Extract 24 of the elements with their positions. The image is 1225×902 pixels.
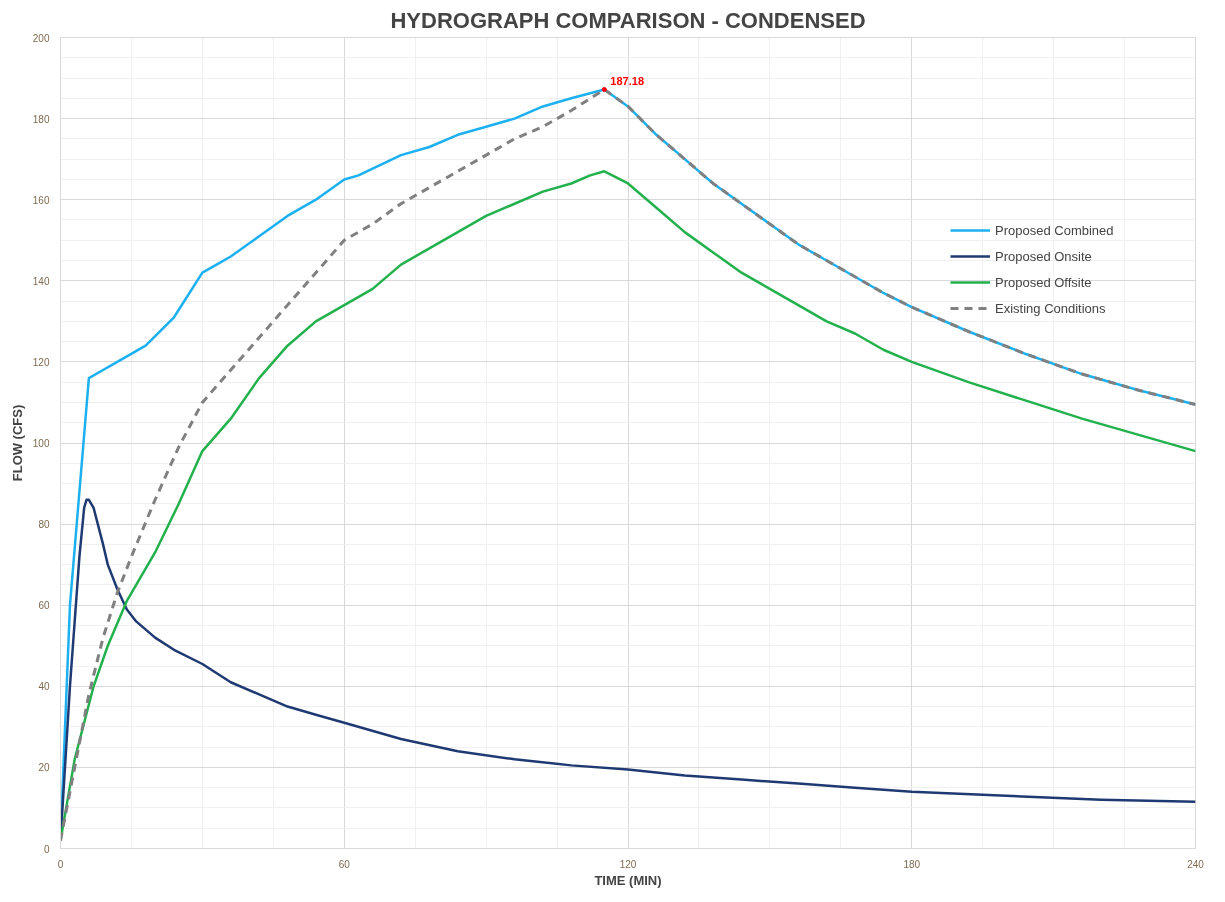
y-tick-label: 200 — [32, 32, 50, 44]
x-axis-title: TIME (MIN) — [594, 872, 662, 888]
legend-label: Proposed Onsite — [995, 248, 1092, 264]
y-tick-label: 160 — [32, 194, 50, 206]
y-tick-label: 0 — [43, 843, 50, 855]
y-tick-label: 100 — [32, 438, 50, 449]
legend-label: Existing Conditions — [995, 300, 1106, 316]
x-tick-label: 120 — [619, 858, 637, 870]
annotation: 187.18 — [610, 75, 645, 88]
legend-label: Proposed Combined — [995, 222, 1114, 238]
y-tick-label: 120 — [32, 356, 50, 368]
y-tick-label: 80 — [38, 519, 50, 531]
legend-label: Proposed Offsite — [995, 274, 1092, 290]
y-tick-label: 40 — [38, 681, 50, 693]
chart-title: HYDROGRAPH COMPARISON - CONDENSED — [390, 7, 866, 33]
y-tick-label: 180 — [32, 113, 50, 125]
x-tick-label: 180 — [903, 858, 921, 870]
y-tick-label: 20 — [38, 762, 50, 774]
x-tick-label: 60 — [338, 858, 351, 870]
y-tick-label: 140 — [32, 275, 50, 287]
x-tick-label: 0 — [57, 858, 64, 870]
y-tick-label: 60 — [38, 600, 50, 612]
y-axis-title: FLOW (CFS) — [9, 404, 25, 482]
x-tick-label: 240 — [1187, 858, 1205, 870]
